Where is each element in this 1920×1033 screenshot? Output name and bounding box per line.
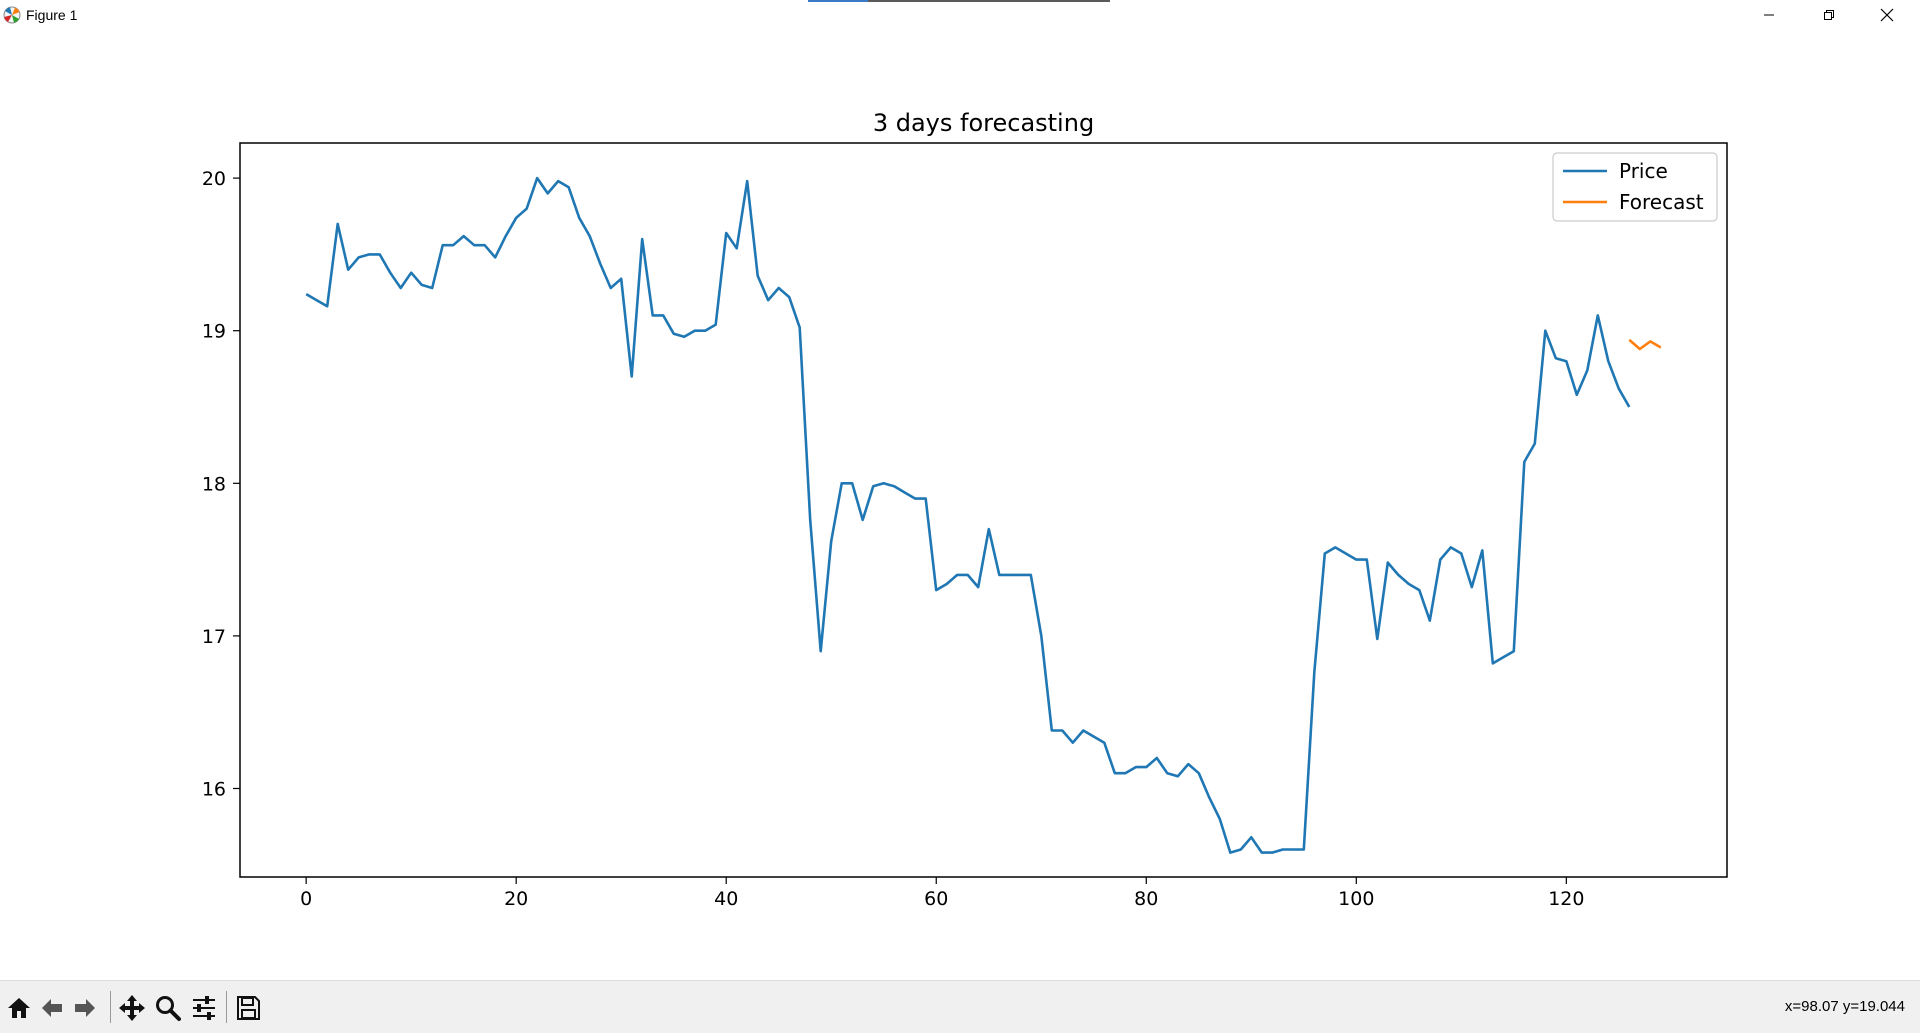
legend-label-price: Price xyxy=(1619,159,1668,183)
plot-frame xyxy=(239,142,1728,878)
figure-canvas[interactable]: 3 days forecasting 0 20 40 60 80 100 120 16 17 18 1… xyxy=(0,30,1920,980)
x-tick-label: 120 xyxy=(1548,888,1584,910)
back-arrow-icon xyxy=(42,999,62,1017)
close-icon xyxy=(1880,8,1894,22)
minimize-button[interactable] xyxy=(1746,0,1792,30)
x-tick-label: 40 xyxy=(714,888,738,910)
restore-icon xyxy=(1824,10,1834,20)
window-title: Figure 1 xyxy=(26,7,78,23)
save-button[interactable] xyxy=(232,993,264,1023)
title-bar: Figure 1 xyxy=(0,0,1920,30)
title-bar-indicator-accent xyxy=(808,0,868,2)
series-line-forecast xyxy=(1628,338,1662,351)
cursor-coordinates: x=98.07 y=19.044 xyxy=(1784,998,1905,1015)
matplotlib-logo-icon xyxy=(3,6,21,24)
chart-title: 3 days forecasting xyxy=(873,109,1094,137)
y-tick-label: 20 xyxy=(202,168,226,190)
forward-button[interactable] xyxy=(69,993,101,1023)
maximize-button[interactable] xyxy=(1806,0,1852,30)
home-icon xyxy=(8,998,30,1018)
y-tick-label: 18 xyxy=(202,473,226,495)
series-line-price xyxy=(305,176,1631,854)
zoom-button[interactable] xyxy=(152,993,184,1023)
minimize-icon xyxy=(1764,14,1774,16)
y-tick-label: 16 xyxy=(202,778,226,800)
back-button[interactable] xyxy=(36,993,68,1023)
legend-label-forecast: Forecast xyxy=(1619,190,1704,214)
zoom-icon xyxy=(156,996,181,1021)
x-tick-label: 80 xyxy=(1134,888,1158,910)
y-tick-label: 19 xyxy=(202,321,226,343)
x-tick-label: 20 xyxy=(504,888,528,910)
configure-subplots-button[interactable] xyxy=(188,993,220,1023)
navigation-toolbar: x=98.07 y=19.044 xyxy=(0,980,1920,1033)
y-tick-label: 17 xyxy=(202,626,226,648)
toolbar-separator xyxy=(226,991,227,1023)
x-tick-label: 100 xyxy=(1338,888,1374,910)
forward-arrow-icon xyxy=(75,999,95,1017)
home-button[interactable] xyxy=(3,993,35,1023)
close-button[interactable] xyxy=(1864,0,1910,30)
toolbar-separator xyxy=(110,991,111,1023)
x-tick-label: 0 xyxy=(300,888,312,910)
pan-button[interactable] xyxy=(116,993,148,1023)
configure-subplots-icon xyxy=(193,996,215,1020)
x-tick-label: 60 xyxy=(924,888,948,910)
line-chart: 3 days forecasting 0 20 40 60 80 100 120 16 17 18 1… xyxy=(202,109,1728,910)
pan-icon xyxy=(119,995,145,1021)
save-icon xyxy=(237,996,260,1020)
title-bar-indicator xyxy=(808,0,1110,2)
